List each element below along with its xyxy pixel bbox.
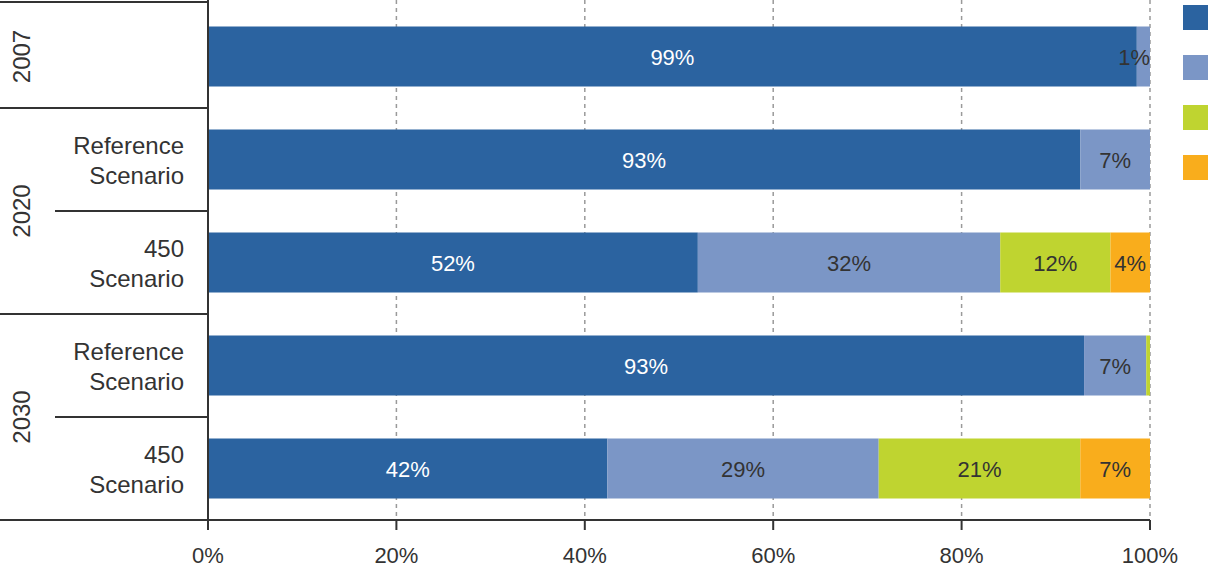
category-label-line: Scenario xyxy=(89,265,184,292)
y-axis-line xyxy=(207,0,209,530)
x-tick xyxy=(395,520,397,530)
legend-swatch xyxy=(1183,105,1208,130)
x-tick xyxy=(207,520,209,530)
x-tick xyxy=(584,520,586,530)
x-tick-label: 40% xyxy=(563,543,607,568)
data-label: 52% xyxy=(431,251,475,276)
x-axis-line xyxy=(0,519,1150,521)
category-label: Reference Scenario xyxy=(73,338,184,395)
bars xyxy=(208,27,1150,499)
bar-segment xyxy=(208,233,698,293)
x-tick-label: 20% xyxy=(374,543,418,568)
group-label: 2020 xyxy=(8,184,35,237)
legend-swatch xyxy=(1183,155,1208,180)
bar-segment xyxy=(208,336,1084,396)
category-label: 450 Scenario xyxy=(89,441,184,498)
category-label-line: Scenario xyxy=(89,162,184,189)
data-label: 4% xyxy=(1114,251,1146,276)
bar-segment xyxy=(208,439,607,499)
bar-segment xyxy=(1110,233,1150,293)
x-tick-label: 80% xyxy=(940,543,984,568)
category-separator xyxy=(0,107,208,109)
data-label: 21% xyxy=(957,457,1001,482)
data-labels: 99% 1% 93% 7% 52% 32% 12% 4% 93% 7% 42% 29% 21% 7% xyxy=(386,45,1150,482)
data-label: 1% xyxy=(1118,45,1150,70)
data-label: 7% xyxy=(1099,148,1131,173)
data-label: 7% xyxy=(1099,457,1131,482)
data-label: 29% xyxy=(721,457,765,482)
x-tick-label: 60% xyxy=(751,543,795,568)
data-label: 42% xyxy=(386,457,430,482)
bar-segment xyxy=(607,439,878,499)
group-label: 2030 xyxy=(8,390,35,443)
data-label: 93% xyxy=(624,354,668,379)
data-label: 32% xyxy=(827,251,871,276)
bar-segment xyxy=(1146,336,1150,396)
chart: 99% 1% 93% 7% 52% 32% 12% 4% 93% 7% 42% 29% 21% 7% 0% 2… xyxy=(0,0,1211,588)
legend-swatch xyxy=(1183,55,1208,80)
legend-swatch xyxy=(1183,5,1208,30)
category-separator xyxy=(55,210,208,212)
x-tick xyxy=(1149,520,1151,530)
category-label-line: Scenario xyxy=(89,368,184,395)
x-tick xyxy=(961,520,963,530)
category-label-line: 450 xyxy=(144,441,184,468)
category-separator xyxy=(0,313,208,315)
x-tick-label: 0% xyxy=(192,543,224,568)
x-tick-label: 100% xyxy=(1122,543,1178,568)
category-label-line: Scenario xyxy=(89,471,184,498)
data-label: 93% xyxy=(622,148,666,173)
bar-segment xyxy=(1084,336,1146,396)
data-label: 12% xyxy=(1033,251,1077,276)
bar-segment xyxy=(879,439,1081,499)
category-label-line: Reference xyxy=(73,132,184,159)
bar-segment xyxy=(1080,439,1150,499)
category-label-line: 450 xyxy=(144,235,184,262)
category-label: 450 Scenario xyxy=(89,235,184,292)
category-label-line: Reference xyxy=(73,338,184,365)
data-label: 7% xyxy=(1099,354,1131,379)
x-tick xyxy=(772,520,774,530)
group-label: 2007 xyxy=(8,30,35,83)
frame-line xyxy=(0,1,208,3)
bar-segment xyxy=(698,233,1000,293)
data-label: 99% xyxy=(650,45,694,70)
bar-segment xyxy=(208,27,1137,87)
category-label: Reference Scenario xyxy=(73,132,184,189)
bar-segment xyxy=(1000,233,1110,293)
category-separator xyxy=(55,416,208,418)
bar-segment xyxy=(208,130,1080,190)
bar-segment xyxy=(1080,130,1150,190)
